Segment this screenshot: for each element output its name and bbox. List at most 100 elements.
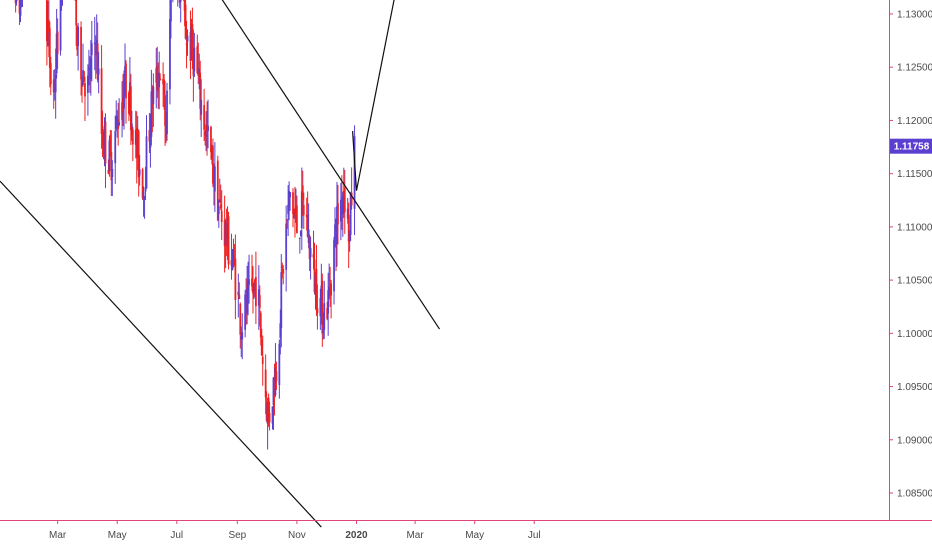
candle-body [183, 0, 186, 11]
candle-body [320, 285, 323, 300]
candle-body [52, 79, 55, 93]
price-tick-label: 1.10500 [897, 276, 932, 287]
time-tick-label: May [108, 530, 127, 541]
candle-body [248, 279, 250, 285]
candle-body [110, 151, 113, 181]
candle-body [111, 168, 114, 178]
candle-body [123, 93, 125, 109]
candle-body [265, 401, 268, 421]
candle-body [223, 220, 226, 246]
projection-arrow-line [351, 0, 395, 191]
candle-body [104, 121, 107, 164]
candle-body [301, 185, 304, 200]
candle-body [335, 229, 337, 247]
candle-body [346, 208, 349, 219]
candle-body [19, 0, 22, 16]
candle-body [124, 66, 126, 91]
candle-body [83, 71, 85, 82]
candle-body [198, 68, 201, 73]
candle-body [75, 0, 78, 26]
candle-body [334, 224, 336, 241]
candle-body [259, 313, 262, 338]
candle-body [244, 294, 247, 330]
price-tick-label: 1.08500 [897, 489, 932, 500]
candle-body [54, 74, 57, 93]
candle-body [342, 190, 345, 200]
candle-body [219, 204, 222, 208]
candle-body [273, 383, 276, 398]
candle-body [240, 336, 243, 340]
candle-body [156, 65, 159, 90]
candle-body [128, 92, 130, 114]
candle-body [319, 298, 322, 317]
time-tick-label: 2020 [345, 530, 368, 541]
candle-body [257, 289, 260, 306]
candle-body [312, 253, 315, 258]
candle-body [232, 250, 235, 262]
candle-body [48, 28, 51, 69]
candle-body [80, 26, 82, 80]
candle-body [246, 288, 249, 314]
candle-body [143, 196, 146, 198]
candle-body [55, 33, 58, 74]
candle-body [136, 134, 139, 155]
candle-body [288, 190, 291, 206]
time-tick-label: May [465, 530, 484, 541]
candle-body [287, 204, 290, 214]
candle-body [217, 206, 220, 214]
candle-body [166, 90, 168, 135]
candle-body [266, 402, 269, 424]
candle-body [199, 72, 202, 109]
candle-body [178, 0, 181, 3]
price-tick-label: 1.09000 [897, 435, 932, 446]
candle-body [90, 43, 93, 55]
candle-body [305, 214, 308, 218]
candle-body [169, 19, 171, 90]
candle-body [254, 279, 256, 283]
candle-body [46, 24, 49, 46]
candle-body [329, 287, 332, 290]
price-tick-label: 1.09500 [897, 382, 932, 393]
candle-body [314, 274, 317, 295]
candle-body [197, 68, 200, 76]
candle-body [281, 266, 284, 269]
candle-body [347, 214, 350, 242]
candle-body [309, 247, 312, 257]
candle-body [191, 23, 194, 51]
candle-body [157, 84, 160, 92]
candle-body [340, 198, 343, 211]
candle-body [224, 222, 227, 245]
candle-body [114, 131, 117, 164]
candle-body [137, 130, 140, 178]
candle-body [179, 0, 182, 2]
candle-body [225, 227, 228, 245]
candle-body [349, 194, 352, 235]
candle-body [103, 126, 106, 149]
candle-body [315, 269, 318, 310]
candle-body [212, 145, 214, 184]
candle-body [18, 0, 21, 14]
candle-body [109, 134, 112, 154]
candle-body [279, 323, 282, 338]
candle-body [216, 160, 219, 221]
candle-body [116, 116, 119, 123]
candle-body [49, 63, 52, 85]
candle-body [96, 43, 99, 80]
candle-body [251, 278, 253, 287]
trendline-layer [0, 0, 441, 528]
candle-body [122, 98, 124, 113]
candle-body [289, 192, 291, 198]
candle-body [101, 129, 104, 146]
candle-body [211, 147, 213, 159]
candle-body [220, 210, 223, 223]
candle-body [87, 67, 90, 70]
candle-body [267, 397, 270, 416]
candle-body [144, 187, 147, 192]
candle-body [185, 43, 188, 45]
candle-body [155, 68, 158, 83]
time-tick-label: Sep [228, 530, 246, 541]
candle-body [196, 46, 199, 74]
